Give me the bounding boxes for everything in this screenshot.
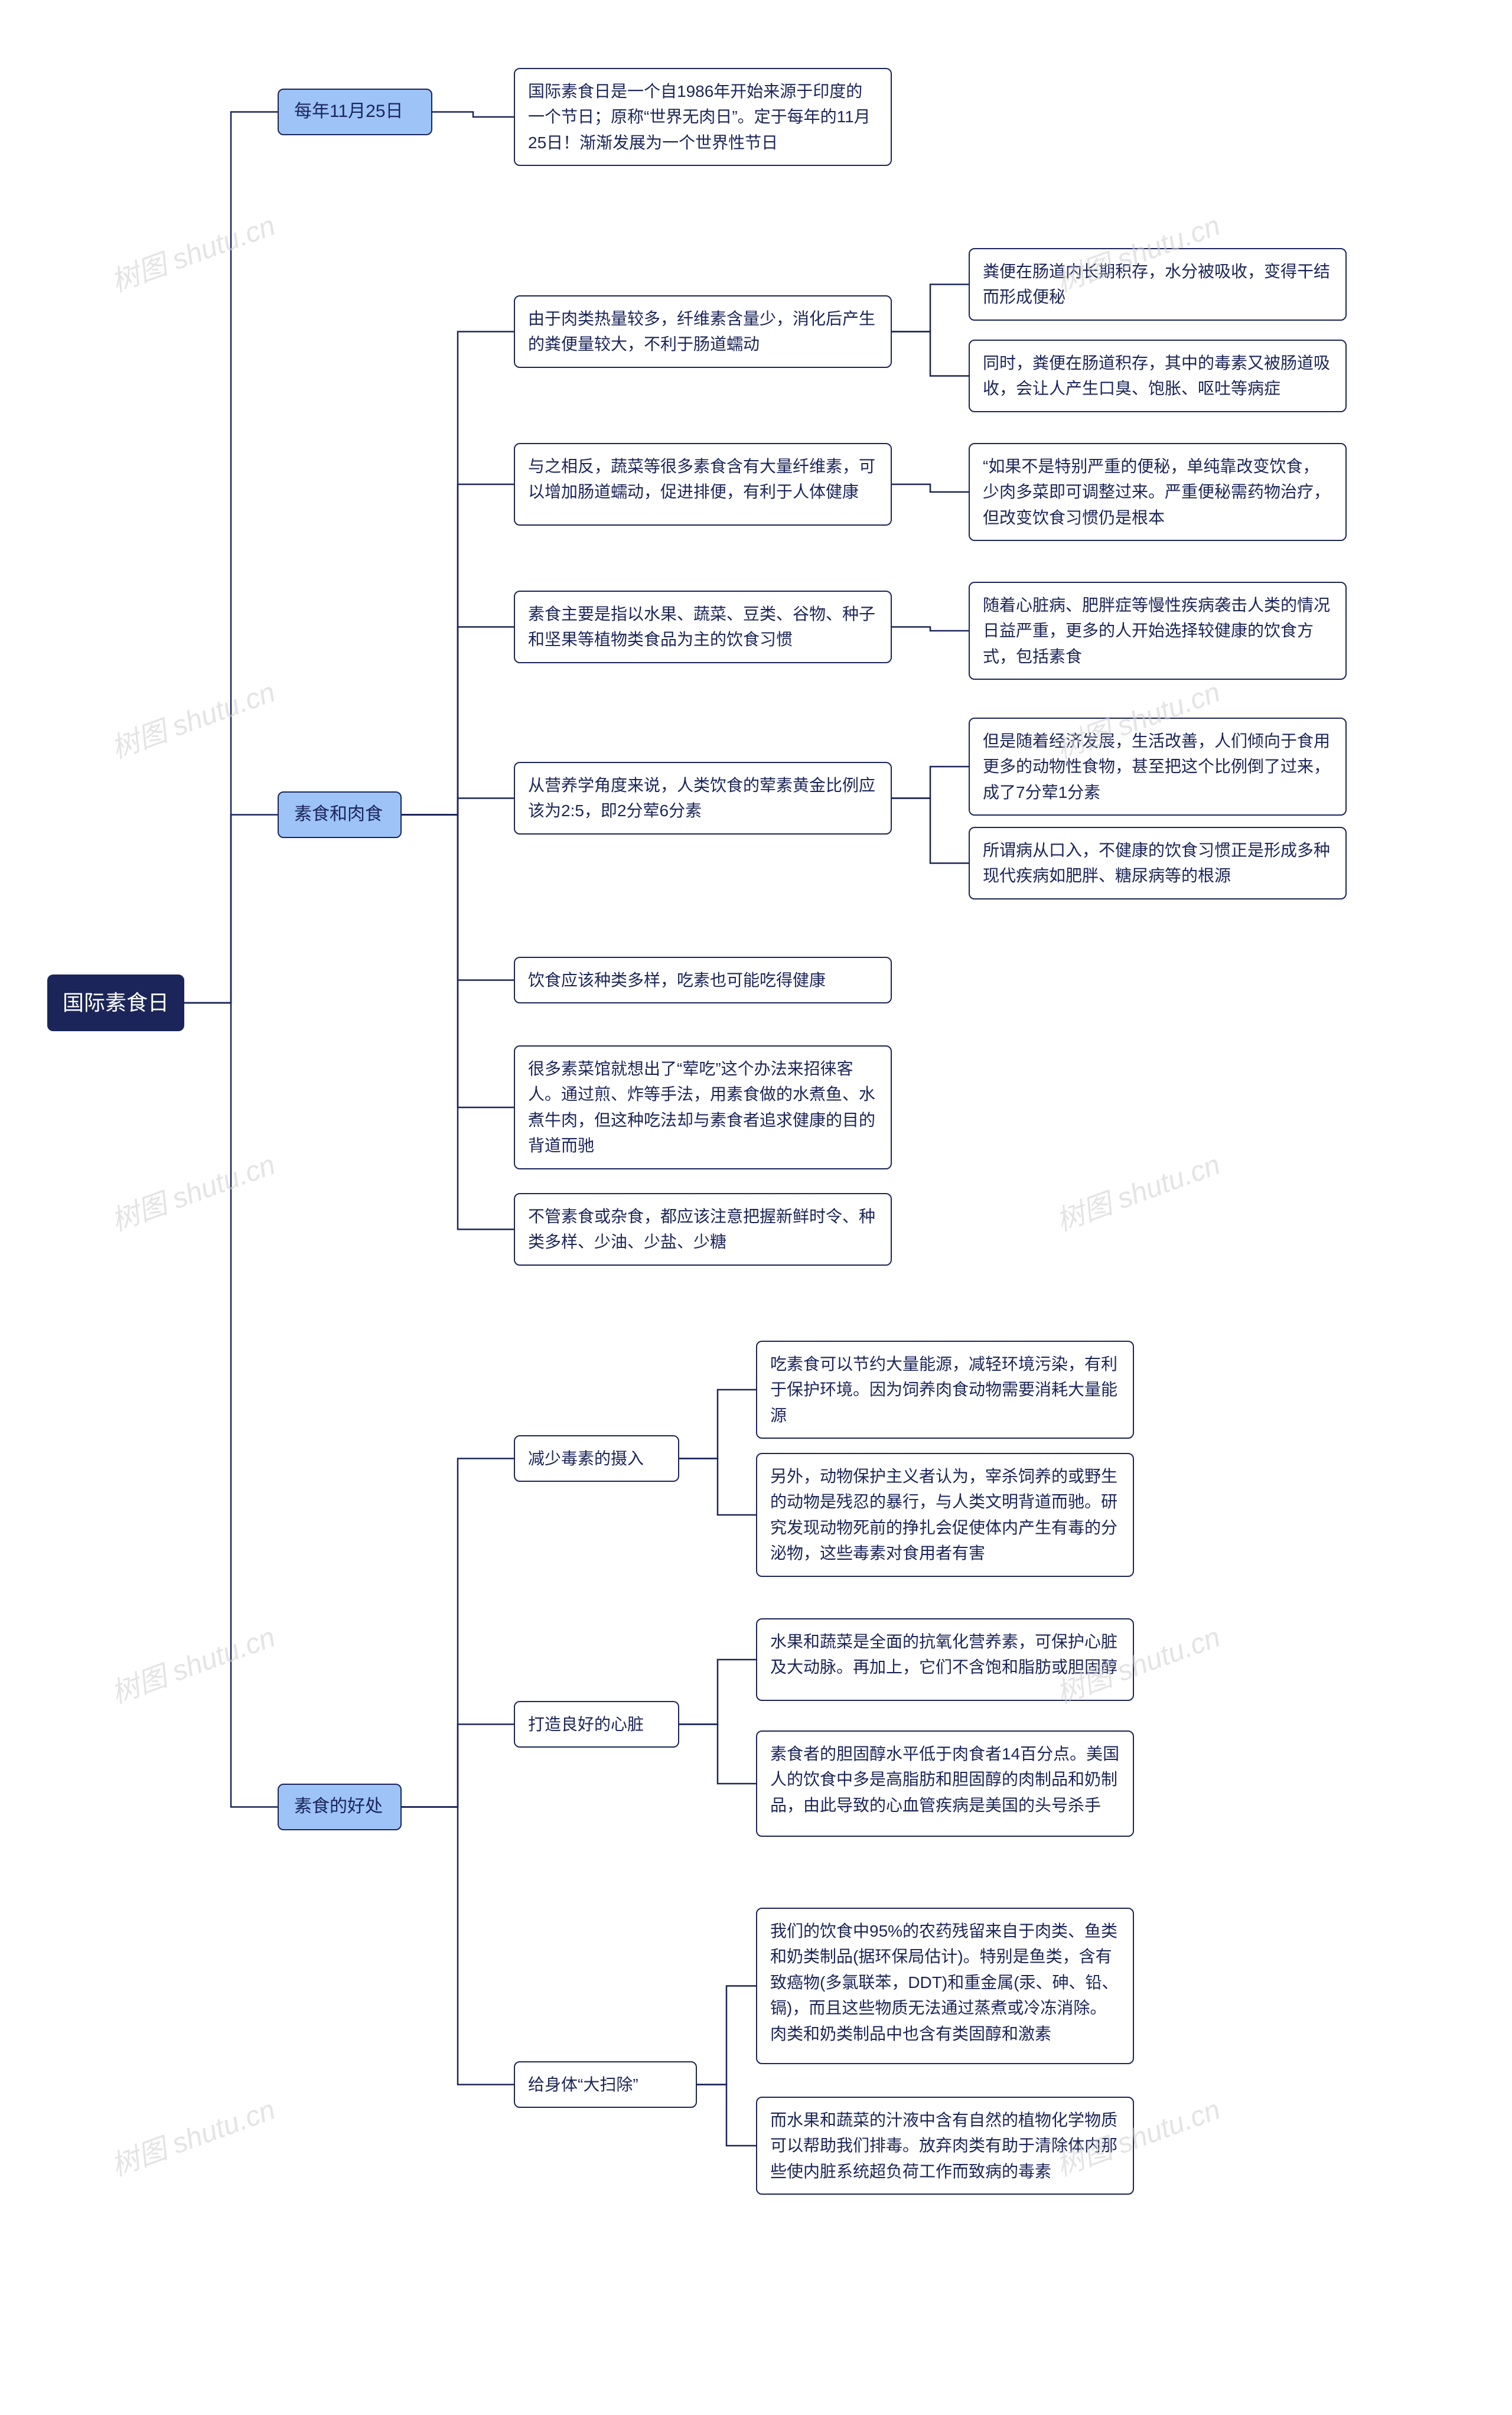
node-text: 每年11月25日 xyxy=(294,102,403,121)
edge-b-b1 xyxy=(402,332,514,815)
watermark: 树图 shutu.cn xyxy=(105,202,280,299)
node-b4a[interactable]: 但是随着经济发展，生活改善，人们倾向于食用更多的动物性食物，甚至把这个比例倒了过… xyxy=(969,718,1347,816)
node-b4[interactable]: 从营养学角度来说，人类饮食的荤素黄金比例应该为2:5，即2分荤6分素 xyxy=(514,762,892,835)
node-root[interactable]: 国际素食日 xyxy=(47,975,184,1031)
node-c1a[interactable]: 吃素食可以节约大量能源，减轻环境污染，有利于保护环境。因为饲养肉食动物需要消耗大… xyxy=(756,1341,1134,1439)
edge-root-b xyxy=(184,815,278,1003)
node-b2a[interactable]: “如果不是特别严重的便秘，单纯靠改变饮食，少肉多菜即可调整过来。严重便秘需药物治… xyxy=(969,443,1347,541)
node-b1a[interactable]: 粪便在肠道内长期积存，水分被吸收，变得干结而形成便秘 xyxy=(969,248,1347,321)
node-text: 所谓病从口入，不健康的饮食习惯正是形成多种现代疾病如肥胖、糖尿病等的根源 xyxy=(983,841,1330,885)
node-text: 粪便在肠道内长期积存，水分被吸收，变得干结而形成便秘 xyxy=(983,262,1330,306)
node-c3a[interactable]: 我们的饮食中95%的农药残留来自于肉类、鱼类和奶类制品(据环保局估计)。特别是鱼… xyxy=(756,1908,1134,2064)
node-text: 从营养学角度来说，人类饮食的荤素黄金比例应该为2:5，即2分荤6分素 xyxy=(528,776,875,820)
node-b3a[interactable]: 随着心脏病、肥胖症等慢性疾病袭击人类的情况日益严重，更多的人开始选择较健康的饮食… xyxy=(969,582,1347,680)
node-text: 素食和肉食 xyxy=(294,804,383,824)
node-c2[interactable]: 打造良好的心脏 xyxy=(514,1701,679,1748)
node-text: 同时，粪便在肠道积存，其中的毒素又被肠道吸收，会让人产生口臭、饱胀、呕吐等病症 xyxy=(983,354,1330,397)
node-c3b[interactable]: 而水果和蔬菜的汁液中含有自然的植物化学物质可以帮助我们排毒。放弃肉类有助于清除体… xyxy=(756,2097,1134,2195)
edge-c-c2 xyxy=(402,1725,514,1807)
watermark: 树图 shutu.cn xyxy=(105,669,280,766)
edge-b-b2 xyxy=(402,484,514,815)
edge-b-b5 xyxy=(402,815,514,980)
edge-b2-b2a xyxy=(892,484,969,492)
node-c3[interactable]: 给身体“大扫除” xyxy=(514,2061,697,2108)
edge-c1-c1a xyxy=(679,1390,756,1459)
edge-b3-b3a xyxy=(892,627,969,631)
node-text: 国际素食日是一个自1986年开始来源于印度的一个节日；原称“世界无肉日”。定于每… xyxy=(528,82,871,152)
edge-b4-b4a xyxy=(892,767,969,799)
watermark: 树图 shutu.cn xyxy=(105,1141,280,1239)
node-c2a[interactable]: 水果和蔬菜是全面的抗氧化营养素，可保护心脏及大动脉。再加上，它们不含饱和脂肪或胆… xyxy=(756,1618,1134,1701)
node-text: 饮食应该种类多样，吃素也可能吃得健康 xyxy=(528,971,826,989)
mindmap-stage: 国际素食日 每年11月25日 国际素食日是一个自1986年开始来源于印度的一个节日；… xyxy=(0,0,1512,2415)
watermark-text: 树图 shutu.cn xyxy=(107,677,279,765)
node-text: 我们的饮食中95%的农药残留来自于肉类、鱼类和奶类制品(据环保局估计)。特别是鱼… xyxy=(770,1922,1119,2043)
node-b4b[interactable]: 所谓病从口入，不健康的饮食习惯正是形成多种现代疾病如肥胖、糖尿病等的根源 xyxy=(969,827,1347,899)
node-text: 而水果和蔬菜的汁液中含有自然的植物化学物质可以帮助我们排毒。放弃肉类有助于清除体… xyxy=(770,2111,1117,2181)
node-c1[interactable]: 减少毒素的摄入 xyxy=(514,1435,679,1482)
edge-c-c1 xyxy=(402,1459,514,1807)
node-b1[interactable]: 由于肉类热量较多，纤维素含量少，消化后产生的粪便量较大，不利于肠道蠕动 xyxy=(514,295,892,368)
edge-root-c xyxy=(184,1003,278,1807)
node-text: 吃素食可以节约大量能源，减轻环境污染，有利于保护环境。因为饲养肉食动物需要消耗大… xyxy=(770,1355,1117,1425)
edge-b1-b1a xyxy=(892,285,969,332)
node-b6[interactable]: 很多素菜馆就想出了“荤吃”这个办法来招徕客人。通过煎、炸等手法，用素食做的水煮鱼… xyxy=(514,1045,892,1169)
node-text: 很多素菜馆就想出了“荤吃”这个办法来招徕客人。通过煎、炸等手法，用素食做的水煮鱼… xyxy=(528,1060,875,1155)
node-text: 素食的好处 xyxy=(294,1797,383,1816)
node-text: 素食者的胆固醇水平低于肉食者14百分点。美国人的饮食中多是高脂肪和胆固醇的肉制品… xyxy=(770,1745,1119,1814)
edge-b-b6 xyxy=(402,815,514,1108)
node-b2[interactable]: 与之相反，蔬菜等很多素食含有大量纤维素，可以增加肠道蠕动，促进排便，有利于人体健… xyxy=(514,443,892,526)
node-c[interactable]: 素食的好处 xyxy=(278,1784,402,1830)
node-b1b[interactable]: 同时，粪便在肠道积存，其中的毒素又被肠道吸收，会让人产生口臭、饱胀、呕吐等病症 xyxy=(969,340,1347,412)
node-text: 给身体“大扫除” xyxy=(528,2075,638,2094)
edge-a-a1 xyxy=(432,112,514,118)
node-text: 另外，动物保护主义者认为，宰杀饲养的或野生的动物是残忍的暴行，与人类文明背道而驰… xyxy=(770,1467,1117,1562)
watermark-text: 树图 shutu.cn xyxy=(1052,1149,1224,1237)
edge-b-b3 xyxy=(402,627,514,815)
node-text: 打造良好的心脏 xyxy=(528,1715,644,1733)
node-text: “如果不是特别严重的便秘，单纯靠改变饮食，少肉多菜即可调整过来。严重便秘需药物治… xyxy=(983,457,1330,527)
watermark-text: 树图 shutu.cn xyxy=(107,210,279,298)
node-text: 素食主要是指以水果、蔬菜、豆类、谷物、种子和坚果等植物类食品为主的饮食习惯 xyxy=(528,605,875,648)
edge-c2-c2b xyxy=(679,1725,756,1784)
node-text: 但是随着经济发展，生活改善，人们倾向于食用更多的动物性食物，甚至把这个比例倒了过… xyxy=(983,732,1330,801)
edge-b1-b1b xyxy=(892,332,969,376)
node-b7[interactable]: 不管素食或杂食，都应该注意把握新鲜时令、种类多样、少油、少盐、少糖 xyxy=(514,1193,892,1266)
edge-c-c3 xyxy=(402,1807,514,2085)
edge-c2-c2a xyxy=(679,1660,756,1725)
node-text: 水果和蔬菜是全面的抗氧化营养素，可保护心脏及大动脉。再加上，它们不含饱和脂肪或胆… xyxy=(770,1632,1117,1676)
edge-root-a xyxy=(184,112,278,1003)
node-text: 随着心脏病、肥胖症等慢性疾病袭击人类的情况日益严重，更多的人开始选择较健康的饮食… xyxy=(983,596,1330,666)
node-b5[interactable]: 饮食应该种类多样，吃素也可能吃得健康 xyxy=(514,957,892,1003)
node-a1[interactable]: 国际素食日是一个自1986年开始来源于印度的一个节日；原称“世界无肉日”。定于每… xyxy=(514,68,892,166)
edge-b4-b4b xyxy=(892,799,969,863)
node-text: 由于肉类热量较多，纤维素含量少，消化后产生的粪便量较大，不利于肠道蠕动 xyxy=(528,309,875,353)
watermark: 树图 shutu.cn xyxy=(1050,1141,1225,1239)
watermark-text: 树图 shutu.cn xyxy=(107,1149,279,1237)
node-text: 与之相反，蔬菜等很多素食含有大量纤维素，可以增加肠道蠕动，促进排便，有利于人体健… xyxy=(528,457,875,501)
edge-c1-c1b xyxy=(679,1459,756,1516)
node-b[interactable]: 素食和肉食 xyxy=(278,791,402,838)
edge-c3-c3b xyxy=(697,2085,756,2146)
node-text: 国际素食日 xyxy=(63,990,169,1015)
node-c2b[interactable]: 素食者的胆固醇水平低于肉食者14百分点。美国人的饮食中多是高脂肪和胆固醇的肉制品… xyxy=(756,1730,1134,1837)
watermark-text: 树图 shutu.cn xyxy=(107,1622,279,1710)
edge-b-b4 xyxy=(402,799,514,815)
edge-c3-c3a xyxy=(697,1986,756,2085)
watermark: 树图 shutu.cn xyxy=(105,1614,280,1711)
node-c1b[interactable]: 另外，动物保护主义者认为，宰杀饲养的或野生的动物是残忍的暴行，与人类文明背道而驰… xyxy=(756,1453,1134,1577)
watermark: 树图 shutu.cn xyxy=(105,2086,280,2183)
watermark-text: 树图 shutu.cn xyxy=(107,2094,279,2182)
node-b3[interactable]: 素食主要是指以水果、蔬菜、豆类、谷物、种子和坚果等植物类食品为主的饮食习惯 xyxy=(514,591,892,663)
node-text: 减少毒素的摄入 xyxy=(528,1449,644,1468)
edge-b-b7 xyxy=(402,815,514,1230)
node-text: 不管素食或杂食，都应该注意把握新鲜时令、种类多样、少油、少盐、少糖 xyxy=(528,1207,875,1251)
node-a[interactable]: 每年11月25日 xyxy=(278,89,432,135)
